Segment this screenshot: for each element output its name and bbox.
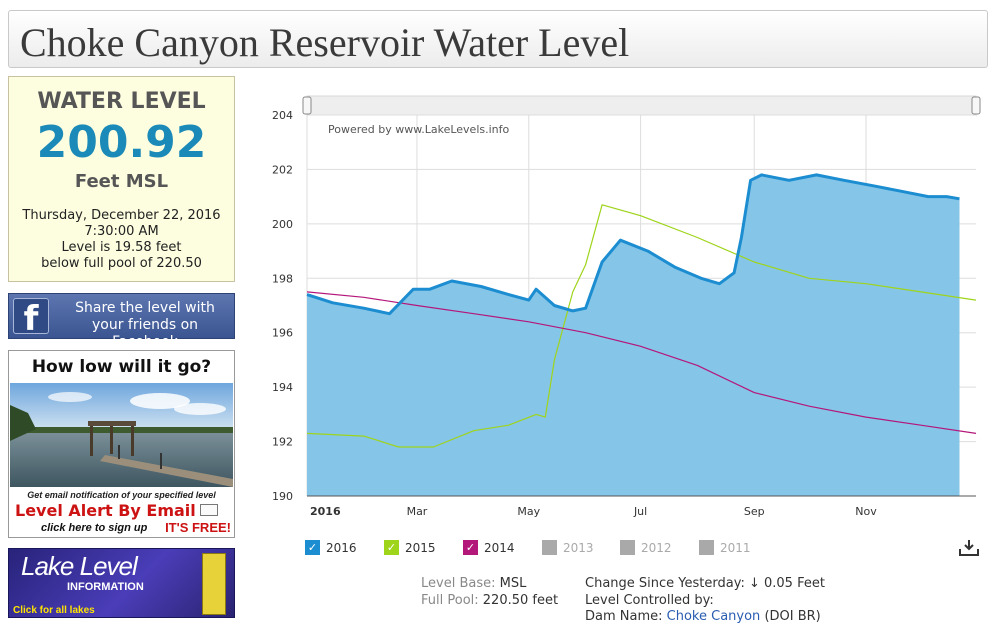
full-pool-label: Full Pool: [421, 592, 479, 608]
x-tick-label: May [517, 505, 540, 518]
full-pool-value: 220.50 feet [482, 592, 559, 608]
page-title: Choke Canyon Reservoir Water Level [20, 20, 630, 65]
level-base-label: Level Base: [421, 576, 496, 591]
x-tick-label: Mar [407, 505, 428, 518]
water-level-value: 200.92 [36, 117, 207, 168]
legend-checkbox[interactable] [542, 540, 557, 555]
series-2015-line [306, 204, 977, 448]
level-change-info: Change Since Yesterday: ↓ 0.05 Feet Leve… [585, 576, 825, 626]
free-badge: IT'S FREE! [165, 520, 231, 535]
x-tick-label: Sep [744, 505, 765, 518]
change-label: Change Since Yesterday: [585, 576, 745, 591]
facebook-share-text: Share the level with your friends on Fac… [57, 300, 233, 351]
facebook-share-button[interactable]: f Share the level with your friends on F… [8, 293, 235, 350]
navigator-handle-left [302, 96, 312, 115]
chart-legend: ✓ 2016 ✓ 2015 ✓ 2014 2013 2012 2011 [305, 538, 990, 560]
title-bar: Choke Canyon Reservoir Water Level [8, 10, 988, 68]
x-tick-label: Jul [633, 505, 647, 518]
signup-text[interactable]: click here to sign up [41, 522, 148, 534]
facebook-icon: f [13, 298, 49, 339]
legend-label: 2014 [484, 541, 515, 555]
water-level-unit: Feet MSL [74, 171, 169, 192]
legend-checkbox[interactable] [620, 540, 635, 555]
y-tick-label: 204 [272, 109, 293, 122]
full-pool-row: Full Pool: 220.50 feet [421, 593, 558, 610]
x-tick-label: 2016 [310, 505, 341, 518]
change-row: Change Since Yesterday: ↓ 0.05 Feet [585, 576, 825, 593]
y-tick-label: 202 [272, 163, 293, 176]
water-level-panel: WATER LEVEL 200.92 Feet MSL Thursday, De… [8, 76, 235, 282]
series-2016-area [307, 174, 960, 496]
legend-label: 2013 [563, 541, 594, 555]
level-note-2: below full pool of 220.50 [41, 256, 202, 271]
change-value: ↓ 0.05 Feet [748, 576, 825, 591]
water-level-heading: WATER LEVEL [37, 89, 206, 114]
legend-checkbox[interactable]: ✓ [384, 540, 399, 555]
lake-dock-photo [10, 383, 233, 487]
y-tick-label: 192 [272, 436, 293, 449]
x-tick-label: Nov [855, 505, 877, 518]
legend-checkbox[interactable]: ✓ [463, 540, 478, 555]
y-tick-label: 196 [272, 327, 293, 340]
dam-link[interactable]: Choke Canyon [666, 609, 761, 624]
navigator-bar [306, 95, 977, 117]
legend-label: 2012 [641, 541, 672, 555]
ad-description: Get email notification of your specified… [27, 490, 216, 500]
lli-subtitle: INFORMATION [67, 581, 144, 593]
level-base-value: MSL [499, 576, 527, 591]
level-alert-ad[interactable]: How low will it go? Get email notificati… [8, 350, 235, 538]
reading-date: Thursday, December 22, 2016 [22, 208, 221, 223]
y-tick-label: 198 [272, 272, 293, 285]
level-base-row: Level Base: MSL [421, 576, 558, 593]
level-note-1: Level is 19.58 feet [61, 240, 182, 255]
level-alert-link[interactable]: Level Alert By Email [15, 501, 196, 520]
lli-click-text: Click for all lakes [13, 605, 95, 616]
y-tick-label: 190 [272, 490, 293, 503]
water-level-chart: 190 192 194 196 198 200 202 204 2016 Mar May Jul Sep… [265, 90, 990, 535]
legend-checkbox[interactable]: ✓ [305, 540, 320, 555]
download-icon[interactable] [958, 539, 980, 557]
legend-checkbox[interactable] [699, 540, 714, 555]
controlled-by: Level Controlled by: [585, 592, 714, 608]
y-tick-label: 194 [272, 381, 293, 394]
envelope-icon [200, 504, 218, 516]
dam-suffix: (DOI BR) [764, 609, 821, 624]
legend-label: 2015 [405, 541, 436, 555]
facebook-line-2: your friends on Facebook [91, 317, 199, 350]
dam-row: Dam Name: Choke Canyon (DOI BR) [585, 609, 825, 626]
navigator-handle-right [971, 96, 981, 115]
dam-label: Dam Name: [585, 609, 663, 624]
y-tick-label: 200 [272, 218, 293, 231]
chart-credit: Powered by www.LakeLevels.info [328, 123, 510, 136]
chart-svg: 190 192 194 196 198 200 202 204 2016 Mar May Jul Sep… [272, 95, 981, 518]
water-level-details: Thursday, December 22, 2016 7:30:00 AM L… [9, 208, 234, 272]
ad-title: How low will it go? [31, 357, 212, 377]
level-base-info: Level Base: MSL Full Pool: 220.50 feet [421, 576, 558, 609]
series-2014-line [306, 291, 977, 434]
legend-label: 2011 [720, 541, 751, 555]
facebook-line-1: Share the level with [75, 300, 215, 316]
series-2016-line [306, 173, 960, 316]
lake-level-info-banner[interactable]: Lake Level INFORMATION Click for all lak… [8, 548, 235, 618]
gauge-icon [202, 553, 226, 615]
lli-title: Lake Level [21, 551, 138, 581]
legend-label: 2016 [326, 541, 357, 555]
reading-time: 7:30:00 AM [84, 224, 159, 239]
